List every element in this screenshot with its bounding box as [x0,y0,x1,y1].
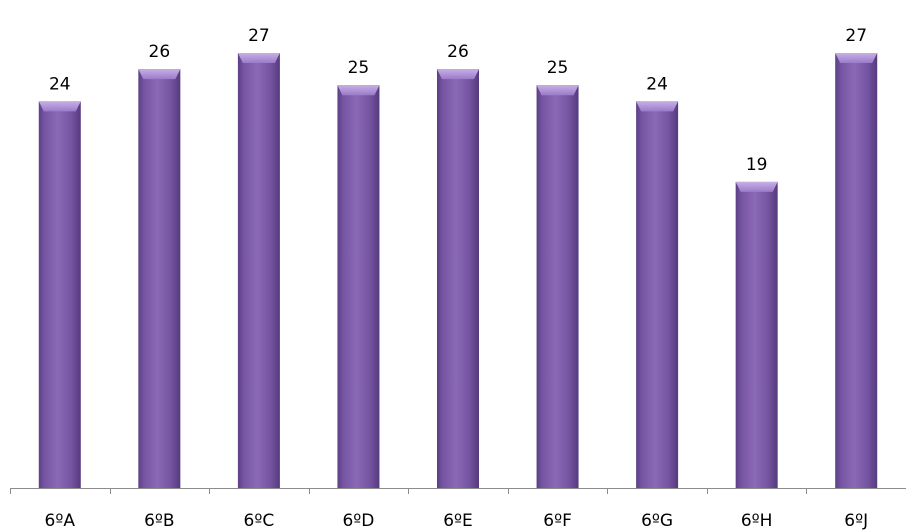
bar-bevel [536,85,579,96]
bar-bevel [735,181,778,192]
bar-6ºH [735,181,778,488]
data-label: 24 [646,74,668,94]
bar-bevel [636,101,679,112]
bar-bevel [337,85,380,96]
x-tick-labels: 6ºA 6ºB 6ºC 6ºD 6ºE 6ºF 6ºG 6ºH 6ºJ [45,511,869,531]
bar-body [735,181,778,488]
x-tick-label: 6ºF [543,511,572,531]
bar-6ºD [337,85,380,488]
bar-6ºA [38,101,81,488]
bars [38,53,878,488]
x-tick-label: 6ºA [45,511,76,531]
bar-body [536,85,579,488]
x-tick-label: 6ºJ [844,511,868,531]
bar-body [636,101,679,488]
data-labels: 24 26 27 25 26 25 24 19 27 [49,26,867,175]
bar-bevel [138,69,181,80]
bar-body [337,85,380,488]
bar-bevel [237,53,280,63]
data-label: 25 [547,58,569,78]
bar-6ºG [636,101,679,488]
data-label: 26 [447,42,469,62]
bar-bevel [437,69,479,80]
bar-6ºE [437,69,479,488]
data-label: 19 [746,155,768,175]
x-axis [10,488,906,494]
bar-body [437,69,479,488]
x-tick-label: 6ºG [641,511,673,531]
bar-6ºJ [835,53,878,488]
x-tick-label: 6ºE [443,511,473,531]
x-tick-label: 6ºC [244,511,275,531]
x-tick-label: 6ºB [144,511,175,531]
bar-body [38,101,81,488]
bar-6ºF [536,85,579,488]
data-label: 26 [149,42,171,62]
data-label: 27 [845,26,867,46]
data-label: 25 [348,58,370,78]
bar-6ºB [138,69,181,488]
bar-6ºC [237,53,280,488]
bar-body [237,53,280,488]
data-label: 27 [248,26,270,46]
data-label: 24 [49,74,71,94]
bar-bevel [835,53,878,63]
bar-bevel [38,101,81,112]
x-tick-label: 6ºH [741,511,773,531]
x-tick-label: 6ºD [342,511,374,531]
bar-body [138,69,181,488]
bar-body [835,53,878,488]
